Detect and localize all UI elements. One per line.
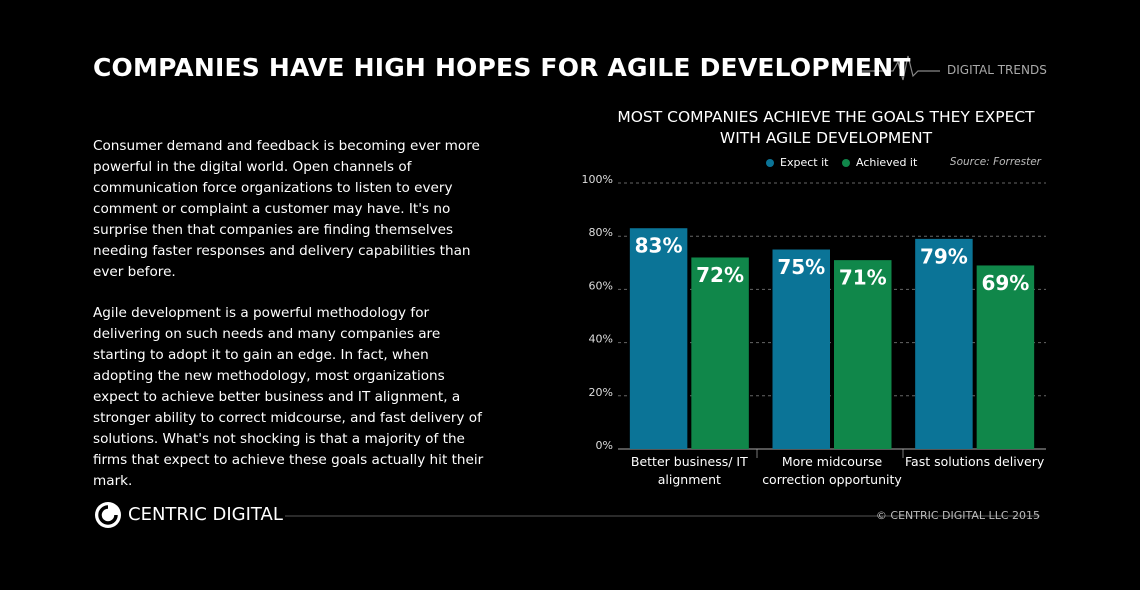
copyright: © CENTRIC DIGITAL LLC 2015 [875, 509, 1040, 522]
logo-icon-mark [98, 505, 118, 525]
heartbeat-line [860, 55, 940, 81]
y-tick-label: 100% [582, 173, 613, 186]
chart-title: MOST COMPANIES ACHIEVE THE GOALS THEY EX… [617, 108, 1035, 147]
y-tick-label: 0% [596, 439, 613, 452]
brand: DIGITAL TRENDS [947, 63, 1047, 77]
y-tick-label: 20% [589, 386, 613, 399]
legend-swatch [766, 159, 774, 167]
body-text: Consumer demand and feedback is becoming… [93, 136, 488, 512]
x-tick-label: More midcourse correction opportunity [762, 454, 902, 487]
value-label: 75% [777, 255, 825, 279]
source: Source: Forrester [950, 156, 1042, 168]
y-tick-label: 40% [589, 333, 613, 346]
paragraph: Agile development is a powerful methodol… [93, 305, 484, 489]
value-label: 72% [696, 263, 744, 287]
bar [834, 260, 892, 449]
value-label: 71% [839, 266, 887, 290]
bar [691, 257, 749, 449]
legend-swatch [842, 159, 850, 167]
logo-text: CENTRIC DIGITAL [128, 504, 283, 525]
y-tick-label: 60% [589, 279, 613, 292]
y-tick-label: 80% [589, 226, 613, 239]
bar [976, 265, 1035, 449]
value-label: 69% [981, 271, 1029, 295]
x-tick-label: Better business/ IT alignment [630, 454, 748, 487]
legend-label: Achieved it [856, 156, 918, 169]
page-title: COMPANIES HAVE HIGH HOPES FOR AGILE DEVE… [93, 53, 911, 82]
bar [915, 238, 973, 449]
bar [629, 228, 688, 449]
value-label: 83% [635, 234, 683, 258]
legend-label: Expect it [780, 156, 829, 169]
paragraph: Consumer demand and feedback is becoming… [93, 138, 480, 280]
value-label: 79% [920, 244, 968, 268]
x-tick-label: Fast solutions delivery [905, 454, 1045, 469]
bar [772, 249, 830, 449]
